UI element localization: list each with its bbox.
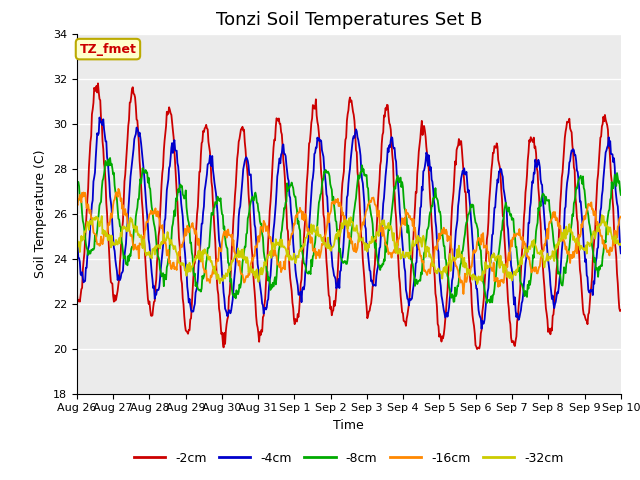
-16cm: [617, 214, 625, 220]
-8cm: [73, 180, 81, 186]
-2cm: [73, 288, 81, 294]
-16cm: [416, 248, 424, 254]
-4cm: [223, 313, 231, 319]
-16cm: [195, 236, 202, 241]
-2cm: [195, 186, 202, 192]
-32cm: [194, 251, 202, 256]
-16cm: [83, 205, 90, 211]
-32cm: [431, 265, 438, 271]
-2cm: [473, 346, 481, 352]
Line: -4cm: -4cm: [77, 118, 621, 329]
-32cm: [73, 235, 81, 240]
X-axis label: Time: Time: [333, 419, 364, 432]
Line: -2cm: -2cm: [77, 84, 621, 349]
-16cm: [115, 186, 122, 192]
-2cm: [431, 290, 439, 296]
Y-axis label: Soil Temperature (C): Soil Temperature (C): [35, 149, 47, 278]
-16cm: [460, 291, 467, 297]
Text: TZ_fmet: TZ_fmet: [79, 43, 136, 56]
-32cm: [598, 212, 605, 218]
-32cm: [83, 223, 90, 228]
-4cm: [477, 326, 485, 332]
-4cm: [95, 115, 103, 120]
-8cm: [416, 277, 424, 283]
-8cm: [106, 155, 114, 161]
-2cm: [416, 143, 424, 148]
-2cm: [617, 307, 625, 313]
-8cm: [483, 300, 491, 306]
-4cm: [416, 221, 424, 227]
-32cm: [617, 241, 625, 247]
-32cm: [223, 272, 230, 278]
-2cm: [223, 316, 231, 322]
-8cm: [195, 287, 202, 292]
-2cm: [140, 220, 147, 226]
-8cm: [140, 168, 147, 174]
Legend: -2cm, -4cm, -8cm, -16cm, -32cm: -2cm, -4cm, -8cm, -16cm, -32cm: [129, 447, 568, 469]
Line: -8cm: -8cm: [77, 158, 621, 303]
-16cm: [140, 233, 147, 239]
-8cm: [223, 246, 231, 252]
-4cm: [73, 238, 81, 243]
-32cm: [139, 245, 147, 251]
-32cm: [415, 236, 422, 241]
-2cm: [94, 81, 102, 86]
-4cm: [140, 164, 147, 170]
-4cm: [83, 265, 90, 271]
-16cm: [73, 200, 81, 206]
-4cm: [617, 251, 625, 256]
-16cm: [223, 229, 231, 235]
Line: -32cm: -32cm: [77, 215, 621, 284]
-32cm: [473, 281, 481, 287]
-8cm: [617, 192, 625, 198]
-4cm: [195, 261, 202, 266]
-16cm: [431, 244, 439, 250]
-2cm: [83, 210, 90, 216]
Title: Tonzi Soil Temperatures Set B: Tonzi Soil Temperatures Set B: [216, 11, 482, 29]
-8cm: [431, 185, 439, 191]
Line: -16cm: -16cm: [77, 189, 621, 294]
-8cm: [83, 245, 90, 251]
-4cm: [431, 218, 439, 224]
